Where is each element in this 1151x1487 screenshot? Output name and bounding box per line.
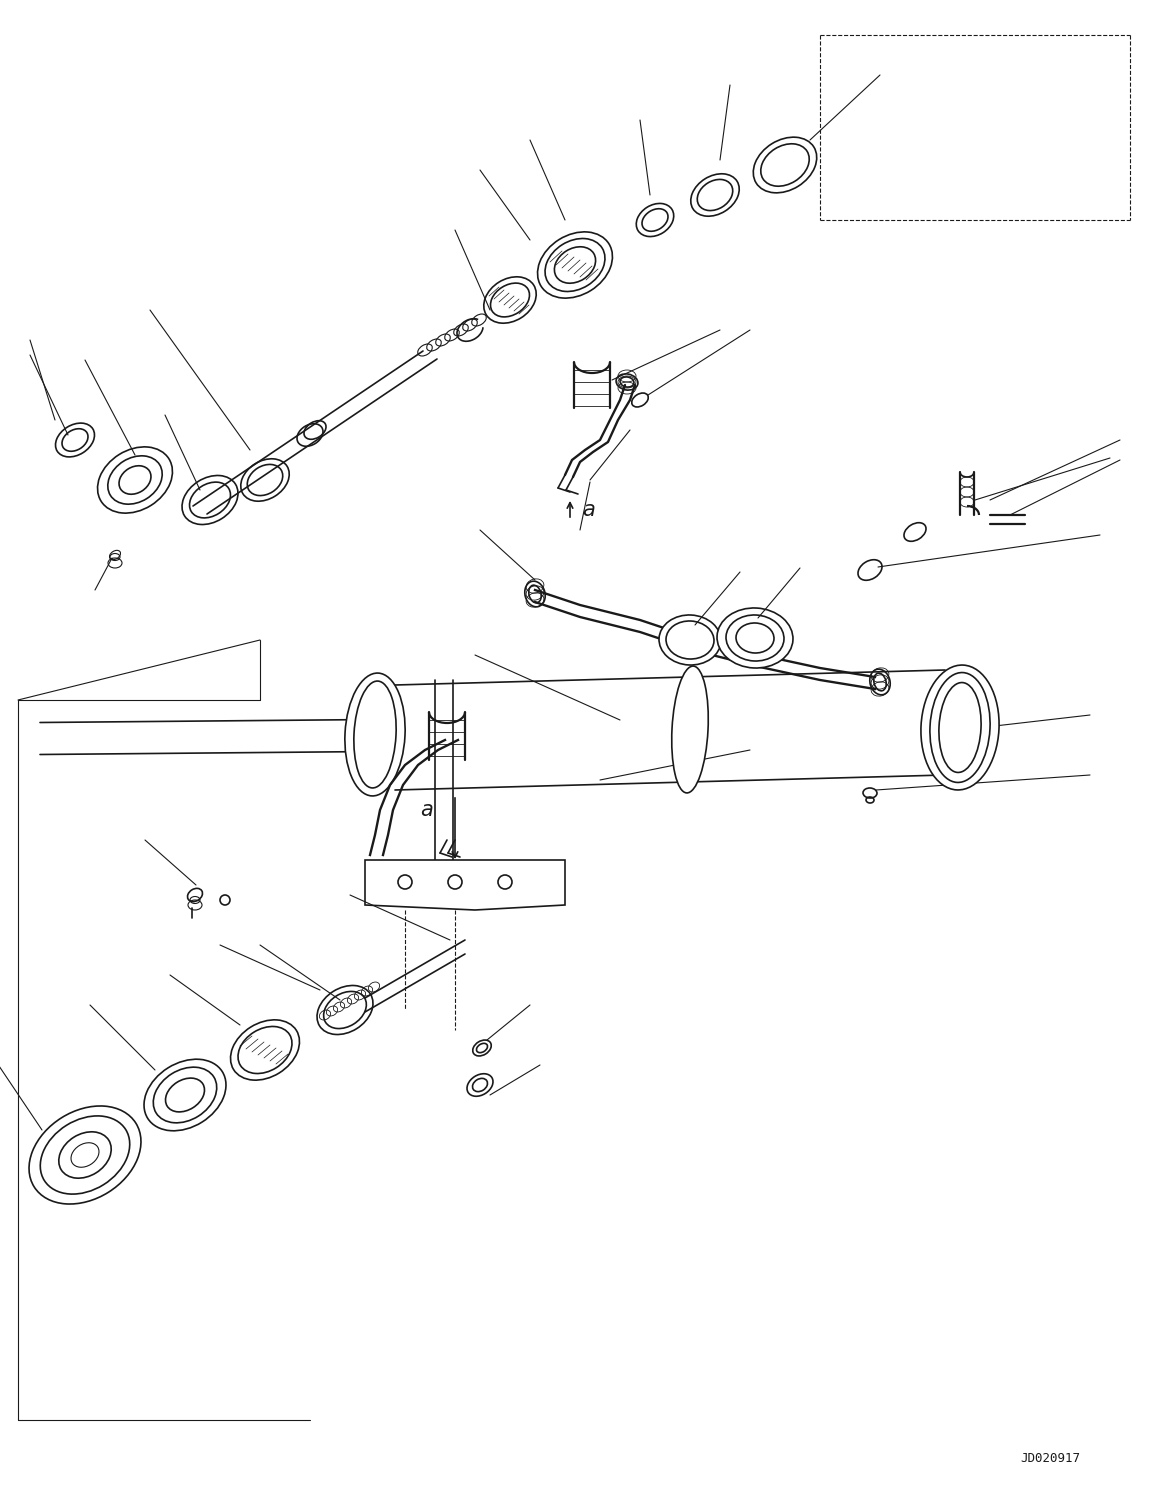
Text: a: a: [420, 800, 433, 819]
Ellipse shape: [717, 608, 793, 668]
Ellipse shape: [930, 672, 990, 782]
Ellipse shape: [317, 986, 373, 1035]
Ellipse shape: [660, 616, 721, 665]
Text: JD020917: JD020917: [1020, 1451, 1080, 1465]
Ellipse shape: [108, 457, 162, 504]
Ellipse shape: [98, 448, 173, 513]
Ellipse shape: [29, 1106, 140, 1204]
Ellipse shape: [353, 681, 396, 788]
Ellipse shape: [939, 683, 981, 772]
Ellipse shape: [345, 674, 405, 796]
Ellipse shape: [672, 666, 708, 793]
Polygon shape: [365, 859, 565, 910]
Ellipse shape: [119, 465, 151, 494]
Ellipse shape: [538, 232, 612, 297]
Ellipse shape: [230, 1020, 299, 1080]
Ellipse shape: [144, 1059, 226, 1130]
Text: a: a: [582, 500, 595, 520]
Ellipse shape: [921, 665, 999, 790]
